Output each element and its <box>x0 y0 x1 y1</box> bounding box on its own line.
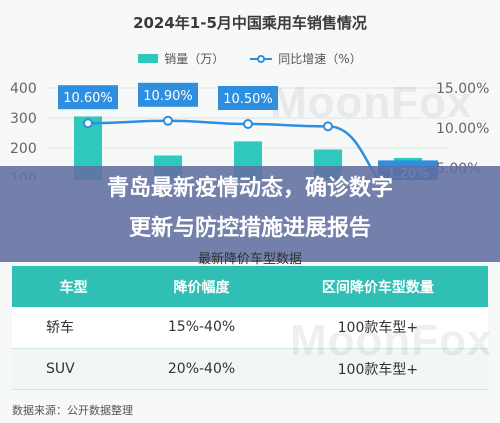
headline-line-2: 更新与防控措施进展报告 <box>128 216 371 241</box>
price-cut-table: 车型 降价幅度 区间降价车型数量 轿车 15%-40% 100款车型+ SUV … <box>12 266 488 390</box>
table-subtitle: 最新降价车型数据 <box>197 252 302 267</box>
cell-model: SUV <box>12 348 136 390</box>
cell-cut-range: 20%-40% <box>135 348 268 390</box>
data-label-box <box>218 86 278 110</box>
growth-point <box>243 119 253 129</box>
growth-point <box>83 118 93 129</box>
data-source-note: 数据来源：公开数据整理 <box>12 404 133 417</box>
growth-line <box>87 119 381 180</box>
y-right-tick-label: 15.00% <box>436 81 489 97</box>
header-model: 车型 <box>12 266 136 307</box>
headline-line-1: 青岛最新疫情动态，确诊数字 <box>106 176 393 201</box>
data-label-box <box>58 85 118 110</box>
cell-model: 轿车 <box>12 307 136 349</box>
table-row: 轿车 15%-40% 100款车型+ <box>12 307 488 349</box>
cell-cut-range: 15%-40% <box>135 307 268 349</box>
y-left-tick-label: 200 <box>10 141 37 157</box>
data-label: 10.60% <box>58 85 118 110</box>
data-label-text: 10.60% <box>63 91 113 106</box>
header-cut-range: 降价幅度 <box>135 266 268 307</box>
legend-item-sales: 销量（万） <box>138 50 224 67</box>
data-label: 10.90% <box>138 82 198 107</box>
legend-item-growth: 同比增速（%） <box>250 50 362 67</box>
watermark-bottom: MoonFox <box>290 316 493 365</box>
header-count: 区间降价车型数量 <box>267 266 488 307</box>
table-header-row: 车型 降价幅度 区间降价车型数量 <box>12 266 488 307</box>
watermark-top: MoonFox <box>270 78 473 127</box>
data-label-box <box>138 82 198 107</box>
y-right-tick-label: 10.00% <box>436 121 489 137</box>
y-left-tick-label: 400 <box>10 81 37 97</box>
table-row: SUV 20%-40% 100款车型+ <box>12 348 488 390</box>
legend-bar-swatch <box>138 54 159 63</box>
line-series <box>83 115 381 180</box>
growth-point <box>323 121 333 132</box>
cell-count: 100款车型+ <box>267 348 488 390</box>
legend-label-sales: 销量（万） <box>164 52 225 66</box>
cell-count: 100款车型+ <box>267 307 488 349</box>
data-label-text: 10.90% <box>143 89 193 104</box>
data-label: 10.50% <box>218 86 278 110</box>
chart-title: 2024年1-5月中国乘用车销售情况 <box>133 14 367 32</box>
headline-banner <box>0 166 500 262</box>
data-label-text: 10.50% <box>223 92 273 107</box>
chart-legend: 销量（万） 同比增速（%） <box>0 50 500 67</box>
legend-line-swatch <box>250 53 273 65</box>
growth-point <box>163 115 173 126</box>
y-left-tick-label: 300 <box>10 111 37 127</box>
legend-label-growth: 同比增速（%） <box>278 52 362 66</box>
